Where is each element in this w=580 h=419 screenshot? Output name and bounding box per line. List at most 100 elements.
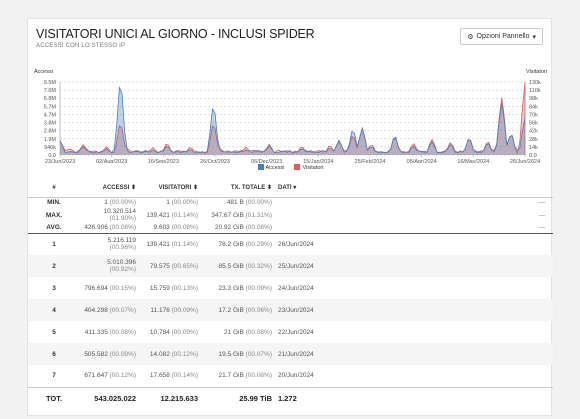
caret-down-icon: ▾ (532, 33, 536, 41)
stat-accessi: 10.320.514 (01.90%) (103, 208, 136, 222)
row-accessi: 505.582 (00.09%) (80, 343, 136, 365)
visitors-chart: Accessi Visitatori 9.5M 130k 7.6M 110k 6.8M 98k… (28, 67, 553, 185)
row-visitatori-pct: (00.14%) (169, 372, 198, 380)
left-tick-label: 940k (44, 145, 56, 151)
stat-row: MIN. 1 (00.00%) 1 (00.00%) 481 B (00.00%) — (28, 197, 553, 208)
total-tx: 25.99 TiB (198, 386, 272, 409)
left-tick-label: 5.7M (44, 104, 57, 110)
legend-item[interactable]: Visitatori (294, 164, 323, 171)
series-accessi-area (60, 87, 525, 155)
table-row[interactable]: 1 5.216.119 (00.96%) 139.421 (01.14%) 78.2 … (28, 233, 553, 255)
stat-visitatori-pct: (01.14%) (169, 211, 198, 219)
row-tx: 21 GiB (00.08%) (223, 328, 272, 336)
panel-options-label: Opzioni Pannello (476, 33, 530, 40)
row-date: 22/Jun/2024 (278, 328, 314, 336)
stat-dati: — (538, 199, 546, 207)
right-tick-label: 56k (529, 121, 538, 127)
legend-swatch (294, 164, 301, 170)
x-tick-label: 06/Dec/2023 (251, 159, 282, 163)
stat-accessi-pct: (00.08%) (107, 223, 136, 231)
stat-dati: — (272, 222, 553, 234)
row-tx-pct: (00.32%) (243, 262, 272, 270)
series-accessi-line (59, 85, 526, 154)
total-label: TOT. (28, 386, 80, 409)
stat-visitatori-pct: (00.08%) (169, 223, 198, 231)
legend-swatch (257, 164, 264, 170)
stat-dati: — (538, 211, 546, 219)
row-visitatori-pct: (00.12%) (169, 350, 198, 358)
row-tx: 23.3 GiB (00.09%) (218, 284, 272, 292)
left-tick-label: 3.8M (44, 121, 57, 127)
row-tx: 17.2 GiB (00.06%) (198, 299, 272, 321)
right-tick-label: 28k (529, 137, 538, 143)
table-row[interactable]: 6 505.582 (00.09%) 14.082 (00.12%) 19.5 GiB… (28, 343, 553, 365)
right-tick-label: 110k (529, 88, 541, 94)
row-tx: 21.7 GiB (00.08%) (218, 372, 272, 380)
row-visitatori-pct: (01.14%) (169, 240, 198, 248)
right-tick-label: 84k (529, 104, 538, 110)
x-tick-label: 16/Sep/2023 (148, 159, 179, 163)
row-visitatori-pct: (00.09%) (169, 306, 198, 314)
visitors-table: # ACCESSI ⬍ VISITATORI ⬍ TX. TOTALE ⬍ DATI ▾… (28, 179, 553, 409)
row-accessi-pct: (00.09%) (107, 350, 136, 358)
left-tick-label: 9.5M (44, 80, 57, 86)
table-header-row: # ACCESSI ⬍ VISITATORI ⬍ TX. TOTALE ⬍ DATI ▾ (28, 179, 553, 198)
row-rank: 5 (52, 328, 56, 336)
row-tx-pct: (00.07%) (243, 350, 272, 358)
stat-accessi: 426.906 (00.08%) (80, 222, 136, 234)
row-date: 25/Jun/2024 (272, 255, 553, 277)
row-accessi-pct: (00.07%) (107, 306, 136, 314)
table-row[interactable]: 5 411.335 (00.08%) 10.784 (00.09%) 21 GiB (… (28, 321, 553, 343)
x-tick-label: 25/Feb/2024 (355, 159, 386, 163)
row-visitatori-pct: (00.13%) (169, 284, 198, 292)
row-accessi-pct: (00.15%) (107, 284, 136, 292)
stat-tx-pct: (00.08%) (243, 223, 272, 231)
left-tick-label: 7.6M (44, 88, 57, 94)
stat-visitatori: 9.603 (00.08%) (136, 222, 198, 234)
row-tx: 85.5 GiB (00.32%) (198, 255, 272, 277)
left-tick-label: 4.7M (44, 112, 57, 118)
table-row[interactable]: 7 671.647 (00.12%) 17.658 (00.14%) 21.7 GiB… (28, 365, 553, 387)
row-rank: 3 (52, 284, 56, 292)
panel-subtitle: ACCESSI CON LO STESSO IP (36, 43, 126, 49)
header-dati[interactable]: DATI ▾ (272, 179, 553, 198)
series-visitatori-area (60, 82, 525, 155)
row-date: 26/Jun/2024 (278, 240, 314, 248)
table-row[interactable]: 3 796.694 (00.15%) 15.759 (00.13%) 23.3 GiB… (28, 277, 553, 299)
table-row[interactable]: 2 5.010.396 (00.92%) 79.575 (00.65%) 85.5 G… (28, 255, 553, 277)
row-accessi: 671.647 (00.12%) (84, 372, 136, 380)
row-tx: 78.2 GiB (00.29%) (218, 240, 272, 248)
stat-row: MAX. 10.320.514 (01.90%) 139.421 (01.14%) 3… (28, 208, 553, 222)
row-date: 23/Jun/2024 (272, 299, 553, 321)
total-row: TOT. 543.025.022 12.215.633 25.99 TiB 1.272 (28, 386, 553, 409)
row-visitatori-pct: (00.09%) (169, 328, 198, 336)
row-visitatori: 15.759 (00.13%) (149, 284, 198, 292)
row-visitatori-pct: (00.65%) (169, 262, 198, 270)
right-tick-label: 0.0 (529, 153, 537, 159)
row-visitatori: 17.658 (00.14%) (149, 372, 198, 380)
total-dati: 1.272 (272, 386, 553, 409)
right-tick-label: 130k (529, 80, 541, 86)
right-tick-label: 70k (529, 112, 538, 118)
legend-item[interactable]: Accessi (257, 164, 284, 171)
x-tick-label: 16/May/2024 (457, 159, 489, 163)
x-tick-label: 23/Jun/2023 (45, 159, 75, 163)
left-tick-label: 2.8M (44, 129, 57, 135)
chart-svg: Accessi Visitatori 9.5M 130k 7.6M 110k 6.8M 98k… (34, 69, 547, 163)
header-accessi[interactable]: ACCESSI ⬍ (80, 179, 136, 198)
row-rank: 2 (28, 255, 80, 277)
row-accessi: 404.298 (00.07%) (80, 299, 136, 321)
x-tick-label: 02/Aug/2023 (96, 159, 127, 163)
row-date: 20/Jun/2024 (278, 372, 314, 380)
x-tick-label: 05/Apr/2024 (407, 159, 437, 163)
panel-options-button[interactable]: ⚙ Opzioni Pannello ▾ (460, 28, 543, 45)
right-tick-label: 14k (529, 145, 538, 151)
header-tx-totale[interactable]: TX. TOTALE ⬍ (198, 179, 272, 198)
row-date: 21/Jun/2024 (272, 343, 553, 365)
x-tick-label: 26/Jun/2024 (510, 159, 540, 163)
stat-row: AVG. 426.906 (00.08%) 9.603 (00.08%) 20.92 … (28, 222, 553, 234)
header-visitatori[interactable]: VISITATORI ⬍ (136, 179, 198, 198)
total-accessi: 543.025.022 (80, 386, 136, 409)
stat-accessi: 1 (00.00%) (104, 199, 136, 207)
table-row[interactable]: 4 404.298 (00.07%) 11.176 (00.09%) 17.2 GiB… (28, 299, 553, 321)
